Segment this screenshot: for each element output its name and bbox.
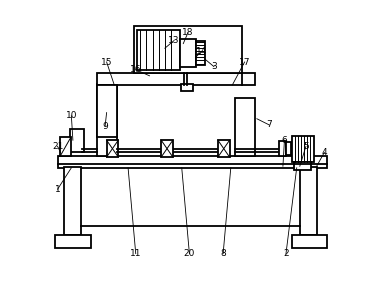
Text: 13: 13 bbox=[168, 36, 180, 45]
Text: 7: 7 bbox=[266, 120, 272, 129]
Text: 2: 2 bbox=[283, 249, 289, 258]
Text: 11: 11 bbox=[130, 249, 142, 258]
Bar bbox=[70, 128, 84, 152]
Text: 6: 6 bbox=[282, 136, 288, 145]
Text: 18: 18 bbox=[182, 28, 194, 37]
Bar bbox=[300, 167, 317, 235]
Bar bbox=[97, 85, 117, 137]
Text: 17: 17 bbox=[239, 58, 250, 67]
Bar bbox=[196, 41, 205, 65]
Bar bbox=[279, 141, 286, 156]
Bar bbox=[55, 235, 91, 248]
Bar bbox=[218, 140, 230, 157]
Bar bbox=[107, 140, 118, 157]
Bar bbox=[291, 136, 315, 162]
Text: 4: 4 bbox=[322, 148, 327, 157]
Bar bbox=[97, 73, 255, 85]
Bar bbox=[134, 26, 241, 73]
Bar bbox=[60, 137, 71, 156]
Text: 20: 20 bbox=[184, 249, 195, 258]
Bar bbox=[137, 30, 180, 70]
Text: 3: 3 bbox=[211, 62, 217, 71]
Bar bbox=[57, 156, 327, 168]
Text: 14: 14 bbox=[196, 47, 207, 56]
Bar bbox=[64, 167, 81, 235]
Bar bbox=[97, 84, 117, 156]
Bar bbox=[180, 39, 196, 67]
Text: 1: 1 bbox=[55, 185, 61, 194]
Text: 10: 10 bbox=[66, 111, 77, 120]
Text: 8: 8 bbox=[220, 249, 226, 258]
Bar bbox=[286, 142, 291, 155]
Text: 9: 9 bbox=[102, 122, 108, 131]
Text: 16: 16 bbox=[130, 65, 142, 74]
Bar bbox=[236, 98, 255, 156]
Text: 15: 15 bbox=[101, 58, 113, 67]
Bar bbox=[161, 140, 173, 157]
Text: 21: 21 bbox=[52, 142, 63, 151]
Bar bbox=[291, 235, 327, 248]
Bar bbox=[294, 162, 310, 170]
Text: 5: 5 bbox=[303, 142, 309, 151]
Bar bbox=[180, 84, 193, 91]
